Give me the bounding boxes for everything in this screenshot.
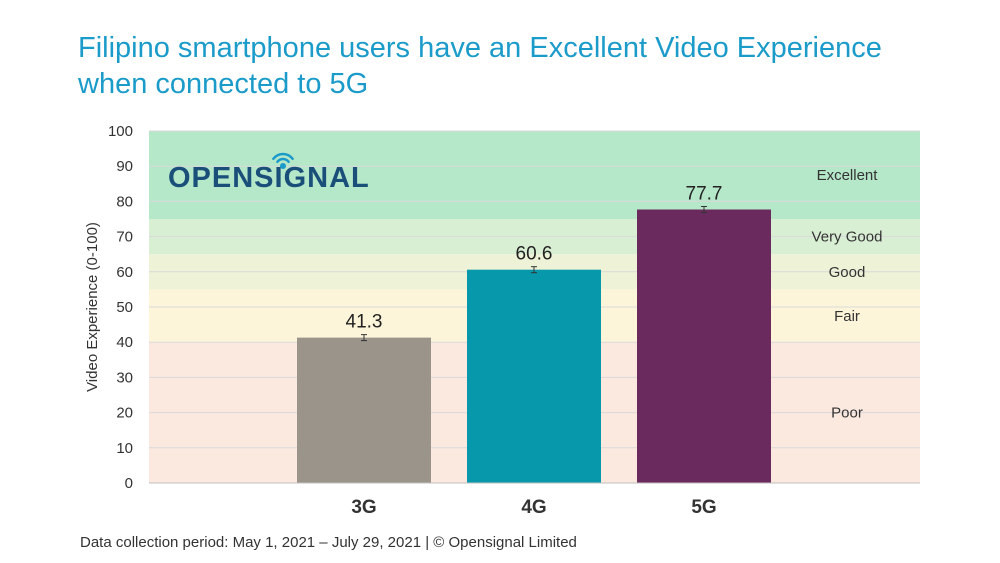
x-tick-label: 3G <box>351 497 376 518</box>
y-tick-label: 20 <box>116 405 133 422</box>
y-tick-label: 30 <box>116 369 133 386</box>
y-tick-label: 50 <box>116 299 133 316</box>
band-label: Excellent <box>817 167 879 184</box>
band-label: Fair <box>834 308 860 325</box>
band-excellent <box>149 131 920 219</box>
y-tick-label: 60 <box>116 264 133 281</box>
footer-note: Data collection period: May 1, 2021 – Ju… <box>80 534 577 551</box>
y-tick-label: 10 <box>116 440 133 457</box>
band-label: Very Good <box>812 229 883 246</box>
band-label: Good <box>829 264 866 281</box>
axes: 0 10 20 30 40 50 60 70 80 90 100 3G 4G 5G <box>108 123 920 518</box>
data-label: 60.6 <box>516 244 553 265</box>
bar-3g <box>297 337 431 483</box>
y-axis-label: Video Experience (0-100) <box>84 222 101 392</box>
band-label: Poor <box>831 405 863 422</box>
x-tick-label: 4G <box>521 497 546 518</box>
logo-text: OPENSIGNAL <box>168 162 370 194</box>
signal-arc <box>276 157 290 164</box>
bars: 41.3 60.6 77.7 <box>297 183 771 483</box>
y-tick-label: 90 <box>116 158 133 175</box>
chart-title: Filipino smartphone users have an Excell… <box>78 32 882 100</box>
y-tick-label: 40 <box>116 334 133 351</box>
signal-arc <box>272 152 294 161</box>
signal-dot <box>280 163 286 169</box>
opensignal-logo: OPENSIGNAL <box>168 152 370 194</box>
y-tick-label: 0 <box>125 475 133 492</box>
data-label: 77.7 <box>686 183 723 204</box>
x-tick-label: 5G <box>691 497 716 518</box>
signal-icon <box>272 152 294 169</box>
y-tick-label: 70 <box>116 229 133 246</box>
data-label: 41.3 <box>346 312 383 333</box>
y-tick-label: 80 <box>116 193 133 210</box>
bar-5g <box>637 209 771 483</box>
bar-4g <box>467 269 601 483</box>
band-labels: Poor Fair Good Very Good Excellent <box>812 167 883 422</box>
y-tick-label: 100 <box>108 123 133 140</box>
